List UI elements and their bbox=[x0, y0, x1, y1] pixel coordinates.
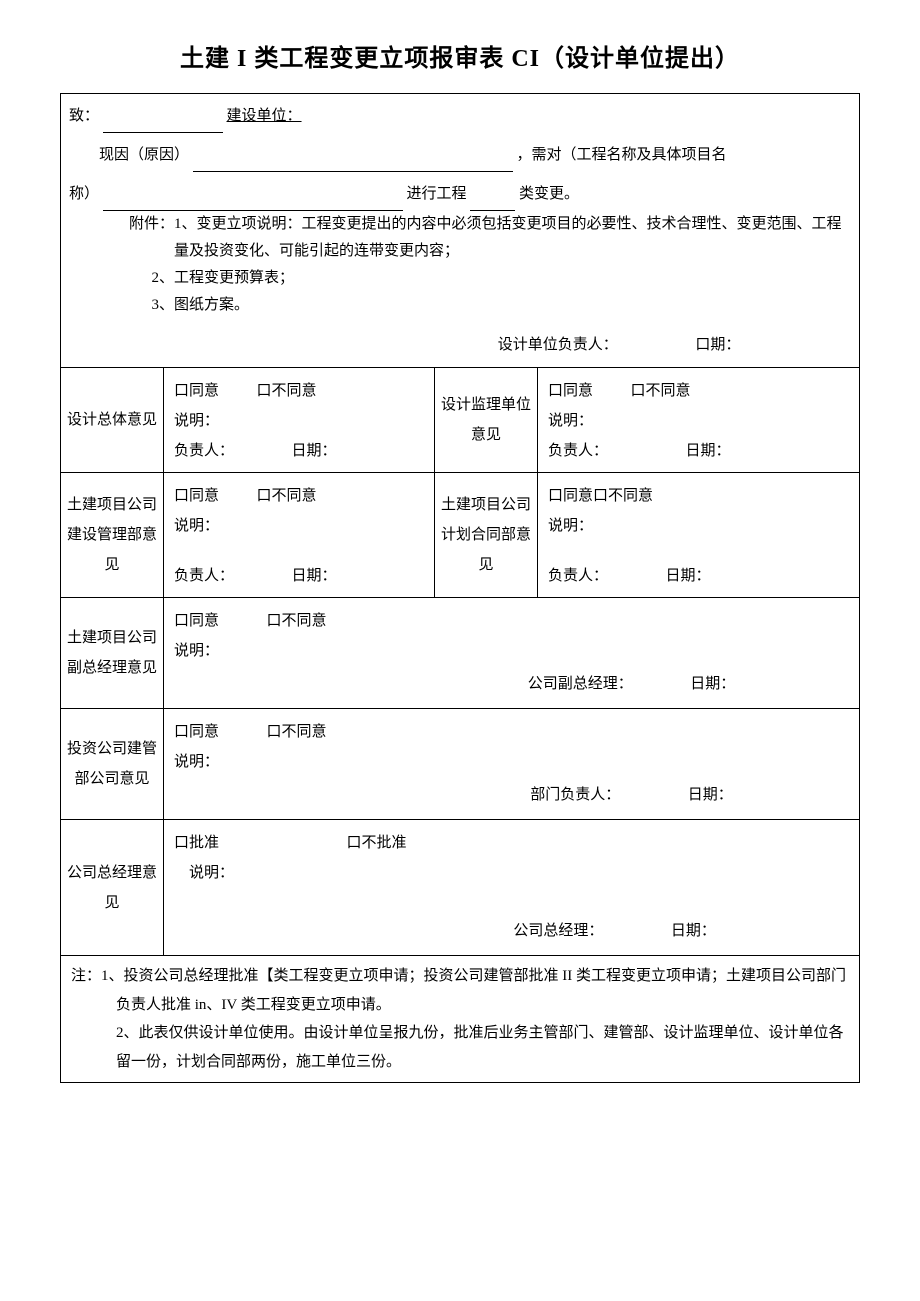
change-suffix: 类变更。 bbox=[519, 186, 579, 202]
r1a-agree-checkbox[interactable]: 口同意 bbox=[174, 383, 219, 399]
r5-sig-label: 公司总经理： bbox=[513, 923, 603, 939]
r2a-explain: 说明： bbox=[164, 511, 435, 561]
r1a-explain: 说明： bbox=[164, 406, 435, 436]
r3-explain: 说明： bbox=[164, 636, 860, 666]
row1b-label: 设计监理单位意见 bbox=[435, 368, 538, 473]
r2b-explain: 说明： bbox=[538, 511, 860, 561]
row1a-label: 设计总体意见 bbox=[61, 368, 164, 473]
r5-explain: 说明： bbox=[164, 858, 860, 913]
to-value: 建设单位： bbox=[227, 108, 302, 124]
reason-label: 现因（原因） bbox=[69, 147, 189, 163]
row3-label: 土建项目公司副总经理意见 bbox=[61, 598, 164, 709]
page-title: 土建 I 类工程变更立项报审表 CI（设计单位提出） bbox=[60, 40, 860, 78]
r1b-agree-checkbox[interactable]: 口同意 bbox=[548, 383, 593, 399]
r2a-date-label: 日期： bbox=[292, 568, 337, 584]
note-2: 2、此表仅供设计单位使用。由设计单位呈报九份，批准后业务主管部门、建管部、设计监… bbox=[116, 1025, 844, 1070]
action-label: 进行工程 bbox=[407, 186, 467, 202]
r3-date-label: 日期： bbox=[690, 676, 735, 692]
r2a-person-label: 负责人： bbox=[174, 568, 234, 584]
r5-approve-checkbox[interactable]: 口批准 bbox=[174, 835, 219, 851]
row4-label: 投资公司建管部公司意见 bbox=[61, 709, 164, 820]
r2b-person-label: 负责人： bbox=[548, 568, 608, 584]
r4-explain: 说明： bbox=[164, 747, 860, 777]
row5-label: 公司总经理意见 bbox=[61, 820, 164, 956]
designer-date-label: 口期： bbox=[695, 337, 740, 353]
r3-sig-label: 公司副总经理： bbox=[528, 676, 633, 692]
r1b-disagree-checkbox[interactable]: 口不同意 bbox=[631, 383, 691, 399]
reason-input[interactable] bbox=[193, 153, 513, 172]
r2b-agree-disagree-checkbox[interactable]: 口同意口不同意 bbox=[548, 488, 653, 504]
name-cont-label: 称） bbox=[69, 186, 99, 202]
row2b-label: 土建项目公司计划合同部意见 bbox=[435, 473, 538, 598]
r2a-agree-checkbox[interactable]: 口同意 bbox=[174, 488, 219, 504]
r2b-date-label: 日期： bbox=[666, 568, 711, 584]
attach-2: 2、工程变更预算表； bbox=[69, 265, 851, 292]
r3-disagree-checkbox[interactable]: 口不同意 bbox=[267, 613, 327, 629]
r3-agree-checkbox[interactable]: 口同意 bbox=[174, 613, 219, 629]
change-type-input[interactable] bbox=[470, 192, 515, 211]
r2a-disagree-checkbox[interactable]: 口不同意 bbox=[257, 488, 317, 504]
r5-not-approve-checkbox[interactable]: 口不批准 bbox=[347, 835, 407, 851]
project-name-input[interactable] bbox=[103, 192, 403, 211]
r5-date-label: 日期： bbox=[671, 923, 716, 939]
r4-agree-checkbox[interactable]: 口同意 bbox=[174, 724, 219, 740]
r1a-person-label: 负责人： bbox=[174, 443, 234, 459]
r4-date-label: 日期： bbox=[688, 787, 733, 803]
attach-3: 3、图纸方案。 bbox=[69, 292, 851, 319]
row2a-label: 土建项目公司建设管理部意见 bbox=[61, 473, 164, 598]
r1a-date-label: 日期： bbox=[292, 443, 337, 459]
to-label: 致： bbox=[69, 108, 99, 124]
r1b-person-label: 负责人： bbox=[548, 443, 608, 459]
attach-1: 1、变更立项说明：工程变更提出的内容中必须包括变更项目的必要性、技术合理性、变更… bbox=[174, 216, 842, 259]
r4-sig-label: 部门负责人： bbox=[530, 787, 620, 803]
note-1: 1、投资公司总经理批准【类工程变更立项申请；投资公司建管部批准 II 类工程变更… bbox=[101, 968, 846, 1013]
designer-sig-label: 设计单位负责人： bbox=[498, 337, 618, 353]
need-label: ，需对（工程名称及具体项目名 bbox=[517, 147, 727, 163]
r1b-date-label: 日期： bbox=[686, 443, 731, 459]
r4-disagree-checkbox[interactable]: 口不同意 bbox=[267, 724, 327, 740]
r1b-explain: 说明： bbox=[538, 406, 860, 436]
r1a-disagree-checkbox[interactable]: 口不同意 bbox=[257, 383, 317, 399]
form-table: 致： 建设单位： 现因（原因） ，需对（工程名称及具体项目名 称） 进行工程 类… bbox=[60, 93, 860, 1083]
notes-prefix: 注： bbox=[71, 968, 101, 984]
attach-prefix: 附件： bbox=[129, 216, 174, 232]
